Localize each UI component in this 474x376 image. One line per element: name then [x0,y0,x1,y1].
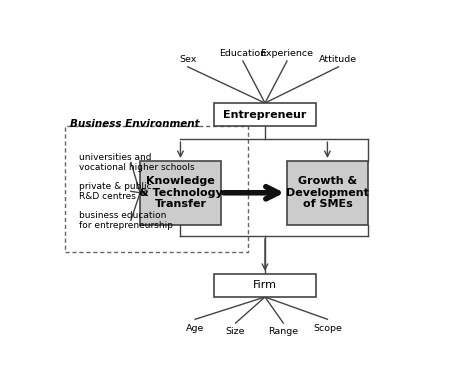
Bar [140,161,221,224]
Text: Business Environment: Business Environment [70,119,200,129]
Text: private & public
R&D centres: private & public R&D centres [80,182,152,201]
Text: Range: Range [268,327,299,337]
Text: Sex: Sex [179,55,197,64]
Text: Education: Education [219,49,266,58]
Text: Age: Age [186,324,204,333]
Text: Growth &
Development
of SMEs: Growth & Development of SMEs [286,176,369,209]
Text: Scope: Scope [313,324,342,333]
Text: business education
for entrepreneurship: business education for entrepreneurship [80,211,173,230]
Text: Size: Size [226,327,246,337]
Text: Experience: Experience [261,49,313,58]
Text: Attitude: Attitude [319,55,357,64]
Bar [65,126,248,252]
Bar [213,103,316,126]
Text: universities and
vocational higher schools: universities and vocational higher schoo… [80,153,195,172]
Bar [287,161,368,224]
Text: Firm: Firm [253,280,277,290]
Bar [213,274,316,297]
Text: Knowledge
& Technology
Transfer: Knowledge & Technology Transfer [138,176,222,209]
Text: Entrepreneur: Entrepreneur [223,110,307,120]
